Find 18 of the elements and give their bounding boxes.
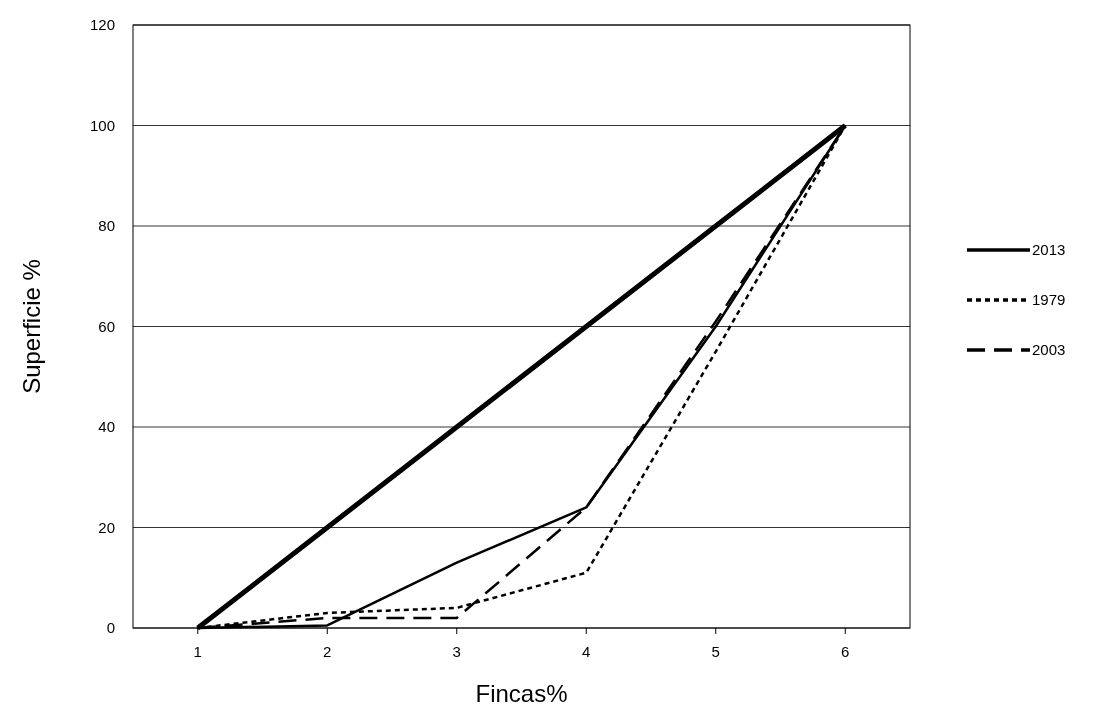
y-tick-label: 100 [89, 116, 115, 134]
x-tick-label: 5 [711, 643, 720, 660]
x-tick-label: 1 [193, 643, 202, 660]
legend-label: 2003 [1032, 341, 1066, 358]
x-tick-label: 4 [582, 643, 591, 660]
y-tick-label: 20 [98, 518, 115, 536]
y-axis-title: Superficie % [18, 259, 45, 394]
y-tick-label: 40 [98, 418, 115, 435]
x-axis-title: Fincas% [475, 680, 568, 707]
y-tick-label: 120 [89, 16, 115, 33]
y-tick-label: 0 [106, 619, 115, 636]
x-tick-label: 6 [841, 643, 850, 660]
y-tick-label: 80 [98, 217, 115, 234]
legend-label: 1979 [1032, 291, 1066, 308]
x-tick-label: 2 [323, 643, 332, 660]
x-tick-label: 3 [452, 643, 461, 660]
legend-label: 2013 [1032, 241, 1066, 258]
y-tick-label: 60 [98, 317, 115, 335]
